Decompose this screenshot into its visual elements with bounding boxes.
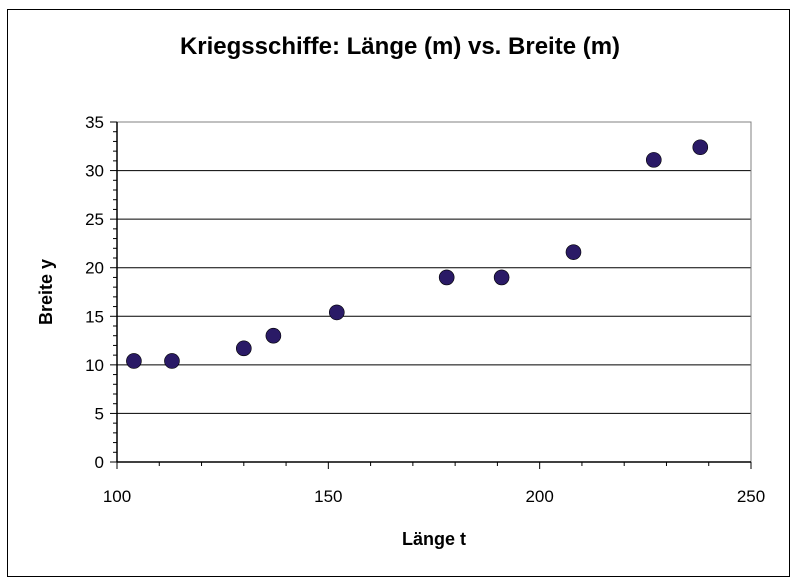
y-tick-label-0: 0: [95, 453, 104, 472]
data-point: [328, 304, 345, 321]
data-point: [692, 139, 709, 156]
chart-frame: [7, 9, 790, 577]
y-tick-label-35: 35: [85, 113, 104, 132]
chart-title: Kriegsschiffe: Länge (m) vs. Breite (m): [180, 33, 620, 60]
axes: [110, 121, 752, 469]
x-tick-label-250: 250: [737, 487, 765, 506]
data-point: [565, 244, 582, 260]
data-point: [126, 353, 142, 369]
x-axis-label: Länge t: [402, 529, 466, 549]
y-tick-label-30: 30: [85, 162, 104, 181]
data-point: [164, 353, 180, 369]
data-point: [493, 269, 510, 286]
y-axis-label: Breite y: [36, 259, 56, 325]
x-tick-label-150: 150: [314, 487, 342, 506]
data-point: [645, 152, 662, 168]
data-point: [438, 269, 455, 286]
tick-labels: 0 5 10 15 20 25 30 35 100 150 200 250: [85, 113, 765, 506]
y-tick-label-15: 15: [85, 307, 104, 326]
y-tick-label-10: 10: [85, 356, 104, 375]
data-point: [236, 340, 252, 357]
data-points: [126, 139, 709, 369]
x-tick-label-100: 100: [103, 487, 131, 506]
x-tick-label-200: 200: [525, 487, 553, 506]
plot-area: [116, 121, 752, 463]
y-tick-label-5: 5: [95, 404, 104, 423]
data-point: [265, 327, 282, 344]
y-tick-label-25: 25: [85, 210, 104, 229]
y-tick-label-20: 20: [85, 259, 104, 278]
